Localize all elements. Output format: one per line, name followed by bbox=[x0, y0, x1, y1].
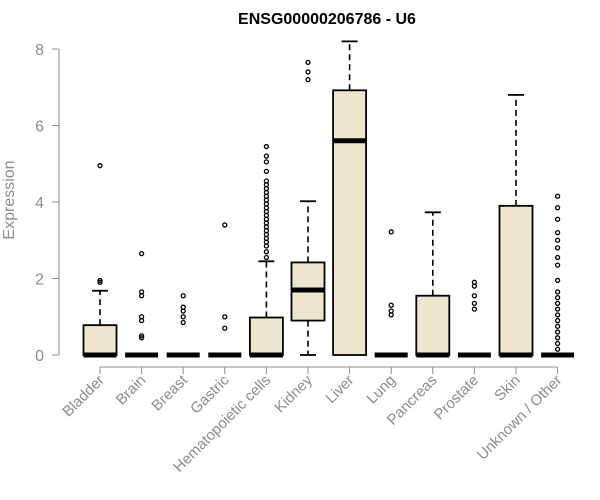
y-tick-label: 0 bbox=[35, 348, 44, 365]
box-lung bbox=[374, 229, 408, 358]
y-tick-label: 6 bbox=[35, 119, 44, 136]
outlier-point bbox=[138, 289, 145, 295]
outlier-point bbox=[138, 335, 145, 341]
x-tick-label: Bladder bbox=[59, 372, 108, 421]
box-body bbox=[415, 294, 451, 356]
outlier-point bbox=[554, 289, 561, 295]
outlier-point bbox=[554, 216, 561, 222]
box-hematopoietic-cells bbox=[248, 143, 284, 358]
outlier-point bbox=[97, 163, 103, 169]
box-body bbox=[498, 204, 534, 356]
outlier-point bbox=[554, 317, 561, 324]
y-tick-label: 2 bbox=[35, 272, 44, 289]
box-breast bbox=[166, 293, 200, 358]
outlier-point bbox=[180, 319, 186, 326]
outlier-point bbox=[471, 300, 478, 307]
outlier-point bbox=[554, 312, 561, 318]
outlier-point bbox=[263, 153, 270, 159]
outlier-point bbox=[554, 262, 561, 268]
outlier-point bbox=[263, 168, 270, 175]
outlier-point bbox=[554, 340, 561, 347]
outlier-point bbox=[388, 308, 394, 314]
y-tick-label: 8 bbox=[35, 42, 44, 59]
x-tick-label: Brain bbox=[113, 372, 150, 409]
outlier-point bbox=[471, 306, 478, 312]
outlier-point bbox=[222, 314, 228, 320]
outlier-point bbox=[305, 69, 311, 75]
outlier-point bbox=[263, 159, 270, 165]
outlier-point bbox=[305, 76, 311, 83]
y-axis: 0 2 4 6 8 bbox=[35, 42, 60, 365]
outlier-point bbox=[554, 306, 561, 312]
outlier-point bbox=[388, 302, 394, 308]
outlier-point bbox=[554, 323, 561, 329]
x-tick-label: Skin bbox=[491, 372, 524, 405]
outlier-point bbox=[263, 178, 270, 184]
x-tick-label: Lung bbox=[363, 372, 399, 408]
outlier-point bbox=[554, 237, 561, 243]
outlier-point bbox=[554, 229, 561, 236]
outlier-point bbox=[554, 294, 561, 301]
box-unknown-other bbox=[541, 193, 575, 358]
outlier-point bbox=[180, 314, 186, 320]
outlier-point bbox=[554, 300, 561, 307]
box-brain bbox=[125, 250, 159, 358]
outlier-point bbox=[97, 279, 103, 285]
outlier-point bbox=[554, 335, 561, 341]
outlier-point bbox=[554, 346, 561, 352]
x-tick-label: Liver bbox=[322, 372, 357, 407]
outlier-point bbox=[554, 254, 561, 261]
y-tick-label: 4 bbox=[35, 195, 44, 212]
outlier-point bbox=[138, 314, 145, 320]
box-kidney bbox=[290, 59, 326, 356]
box-series bbox=[82, 40, 575, 358]
x-tick-label: Kidney bbox=[271, 371, 316, 416]
chart-title: ENSG00000206786 - U6 bbox=[238, 11, 416, 28]
outlier-point bbox=[471, 293, 478, 299]
x-tick-label: Prostate bbox=[431, 372, 483, 424]
outlier-point bbox=[554, 193, 561, 199]
outlier-point bbox=[222, 325, 228, 331]
outlier-point bbox=[471, 279, 478, 285]
outlier-point bbox=[138, 250, 145, 257]
y-axis-label: Expression bbox=[1, 160, 18, 239]
box-pancreas bbox=[415, 211, 451, 358]
box-liver bbox=[332, 40, 368, 356]
outlier-point bbox=[97, 277, 103, 284]
box-prostate bbox=[457, 279, 491, 358]
box-skin bbox=[498, 94, 534, 358]
box-body bbox=[82, 324, 118, 356]
outlier-point bbox=[554, 329, 561, 335]
outlier-point bbox=[180, 304, 186, 310]
outlier-point bbox=[263, 254, 270, 261]
box-gastric bbox=[208, 222, 242, 358]
outlier-point bbox=[305, 59, 311, 66]
outlier-point bbox=[554, 245, 561, 251]
box-bladder bbox=[82, 163, 118, 358]
x-tick-label: Breast bbox=[148, 371, 191, 414]
outlier-point bbox=[263, 249, 270, 255]
outlier-point bbox=[554, 277, 561, 284]
outlier-point bbox=[222, 222, 228, 228]
outlier-point bbox=[180, 293, 186, 299]
box-body bbox=[248, 316, 284, 356]
outlier-point bbox=[388, 229, 394, 235]
outlier-point bbox=[554, 205, 561, 211]
outlier-point bbox=[263, 143, 270, 150]
outlier-point bbox=[138, 333, 145, 339]
box-body bbox=[332, 89, 368, 356]
